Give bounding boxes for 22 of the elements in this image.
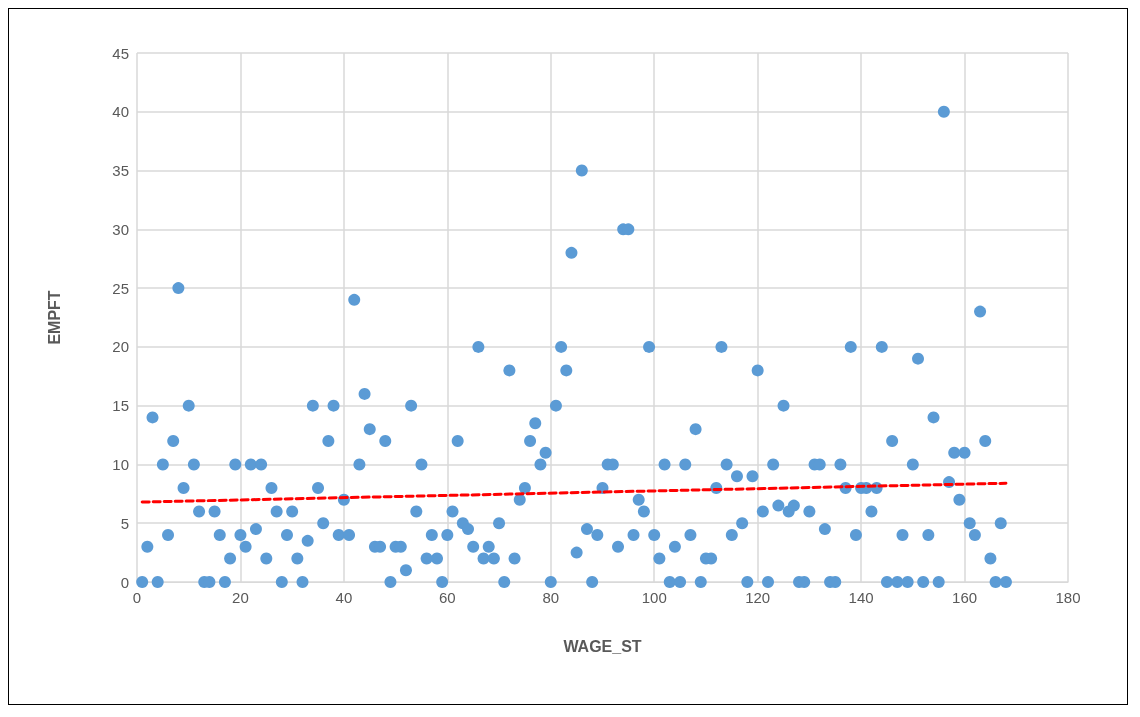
- x-tick-label: 120: [745, 589, 771, 606]
- x-tick-label: 160: [952, 589, 978, 606]
- y-tick-label: 20: [112, 338, 129, 356]
- y-tick-label: 35: [112, 162, 129, 180]
- x-tick-label: 0: [132, 589, 142, 606]
- y-tick-label: 30: [112, 220, 129, 238]
- y-tick-label: 10: [112, 455, 129, 473]
- x-tick-label: 40: [335, 589, 353, 606]
- x-tick-label: 140: [848, 589, 874, 606]
- y-tick-label: 45: [112, 44, 129, 62]
- y-tick-label: 0: [120, 573, 129, 591]
- x-tick-label: 20: [232, 589, 249, 606]
- y-tick-label: 5: [120, 514, 129, 532]
- y-tick-label: 25: [112, 279, 129, 297]
- x-tick-label: 100: [641, 589, 667, 606]
- y-tick-label: 15: [112, 397, 129, 415]
- y-tick-label: 40: [112, 103, 129, 121]
- x-tick-label: 60: [438, 589, 456, 606]
- x-tick-label: 180: [1055, 589, 1081, 606]
- x-tick-label: 80: [542, 589, 560, 606]
- y-axis-title: EMPFT: [45, 290, 63, 345]
- x-axis-title: WAGE_ST: [563, 637, 642, 655]
